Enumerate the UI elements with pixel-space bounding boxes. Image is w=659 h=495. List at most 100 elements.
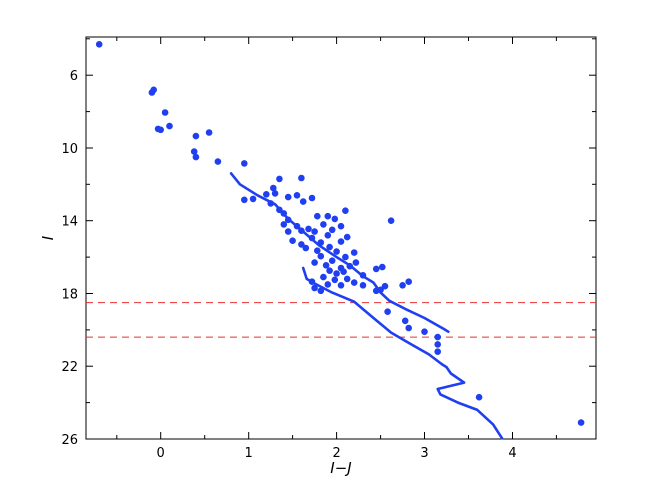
x-tick-label: 0: [157, 446, 165, 461]
data-point: [305, 225, 312, 233]
data-point: [192, 132, 200, 140]
data-points: [95, 41, 585, 426]
data-point: [337, 282, 345, 289]
data-point: [298, 174, 305, 182]
data-point: [434, 348, 442, 356]
data-point: [331, 215, 339, 223]
data-point: [340, 268, 347, 276]
data-point: [331, 276, 339, 284]
x-tick-label: 3: [420, 446, 428, 461]
data-point: [324, 212, 332, 220]
data-point: [337, 222, 345, 230]
data-point: [241, 160, 248, 167]
data-point: [284, 193, 292, 201]
data-point: [359, 282, 367, 289]
data-point: [343, 233, 351, 241]
data-point: [377, 286, 384, 294]
data-point: [249, 195, 257, 203]
data-point: [405, 278, 413, 286]
data-point: [350, 249, 358, 256]
data-point: [214, 158, 222, 165]
data-point: [157, 126, 164, 134]
data-point: [267, 200, 275, 207]
data-point: [276, 175, 283, 183]
data-point: [387, 217, 395, 224]
x-tick-label: 4: [508, 446, 516, 461]
data-point: [308, 194, 316, 202]
y-tick-label: 6: [70, 69, 78, 84]
x-axis-label: I−J: [330, 459, 351, 477]
data-point: [298, 241, 305, 248]
data-point: [241, 196, 248, 204]
data-point: [372, 265, 380, 273]
data-point: [190, 148, 198, 155]
data-point: [328, 257, 336, 265]
data-point: [326, 243, 333, 251]
data-point: [263, 191, 270, 198]
x-tick-label: 2: [332, 446, 340, 461]
data-point: [284, 228, 292, 235]
data-point: [280, 221, 288, 228]
data-point: [166, 122, 173, 130]
data-point: [320, 273, 327, 281]
data-point: [302, 244, 310, 252]
axis-ticks: [86, 37, 596, 440]
data-point: [311, 284, 318, 292]
plot-area: [85, 36, 597, 440]
data-point: [421, 328, 428, 336]
data-point: [379, 263, 386, 271]
data-point: [342, 207, 349, 214]
data-point: [326, 267, 333, 275]
data-point: [311, 259, 318, 266]
data-point: [342, 253, 349, 261]
data-point: [293, 222, 301, 230]
data-point: [320, 221, 327, 228]
model-curve-2: [301, 266, 504, 440]
data-point: [359, 272, 367, 279]
data-point: [405, 324, 413, 332]
data-point: [401, 317, 409, 325]
y-tick-label: 18: [61, 288, 78, 303]
data-point: [308, 234, 316, 242]
data-point: [399, 282, 406, 289]
data-point: [284, 216, 292, 224]
data-point: [333, 270, 340, 277]
data-point: [381, 282, 389, 290]
data-point: [311, 228, 318, 235]
data-point: [317, 252, 325, 260]
x-tick-labels: 0 1 2 3 4: [157, 446, 517, 461]
data-point: [577, 419, 585, 426]
y-tick-label: 10: [61, 142, 78, 157]
y-tick-label: 14: [61, 215, 78, 230]
data-point: [337, 238, 345, 245]
data-point: [289, 237, 296, 244]
data-point: [192, 153, 200, 161]
data-point: [324, 281, 332, 288]
y-axis-label: I: [39, 235, 57, 240]
data-point: [317, 287, 325, 295]
data-point: [350, 279, 358, 286]
data-point: [333, 248, 340, 255]
data-point: [346, 262, 354, 270]
data-point: [475, 393, 483, 401]
data-point: [322, 262, 330, 269]
data-point: [324, 232, 332, 239]
y-tick-labels: 6 10 14 18 22 26: [61, 69, 78, 448]
data-point: [276, 206, 283, 214]
data-point: [314, 212, 321, 220]
data-point: [434, 333, 442, 341]
data-point: [161, 109, 169, 116]
data-point: [150, 86, 157, 94]
data-point: [343, 275, 351, 283]
x-tick-label: 1: [245, 446, 253, 461]
data-point: [271, 190, 279, 197]
data-point: [205, 129, 213, 136]
data-point: [299, 198, 307, 205]
data-point: [384, 308, 391, 316]
data-point: [434, 341, 442, 348]
data-point: [280, 210, 288, 217]
data-point: [308, 278, 316, 286]
y-tick-label: 22: [61, 360, 78, 375]
data-point: [314, 247, 321, 254]
